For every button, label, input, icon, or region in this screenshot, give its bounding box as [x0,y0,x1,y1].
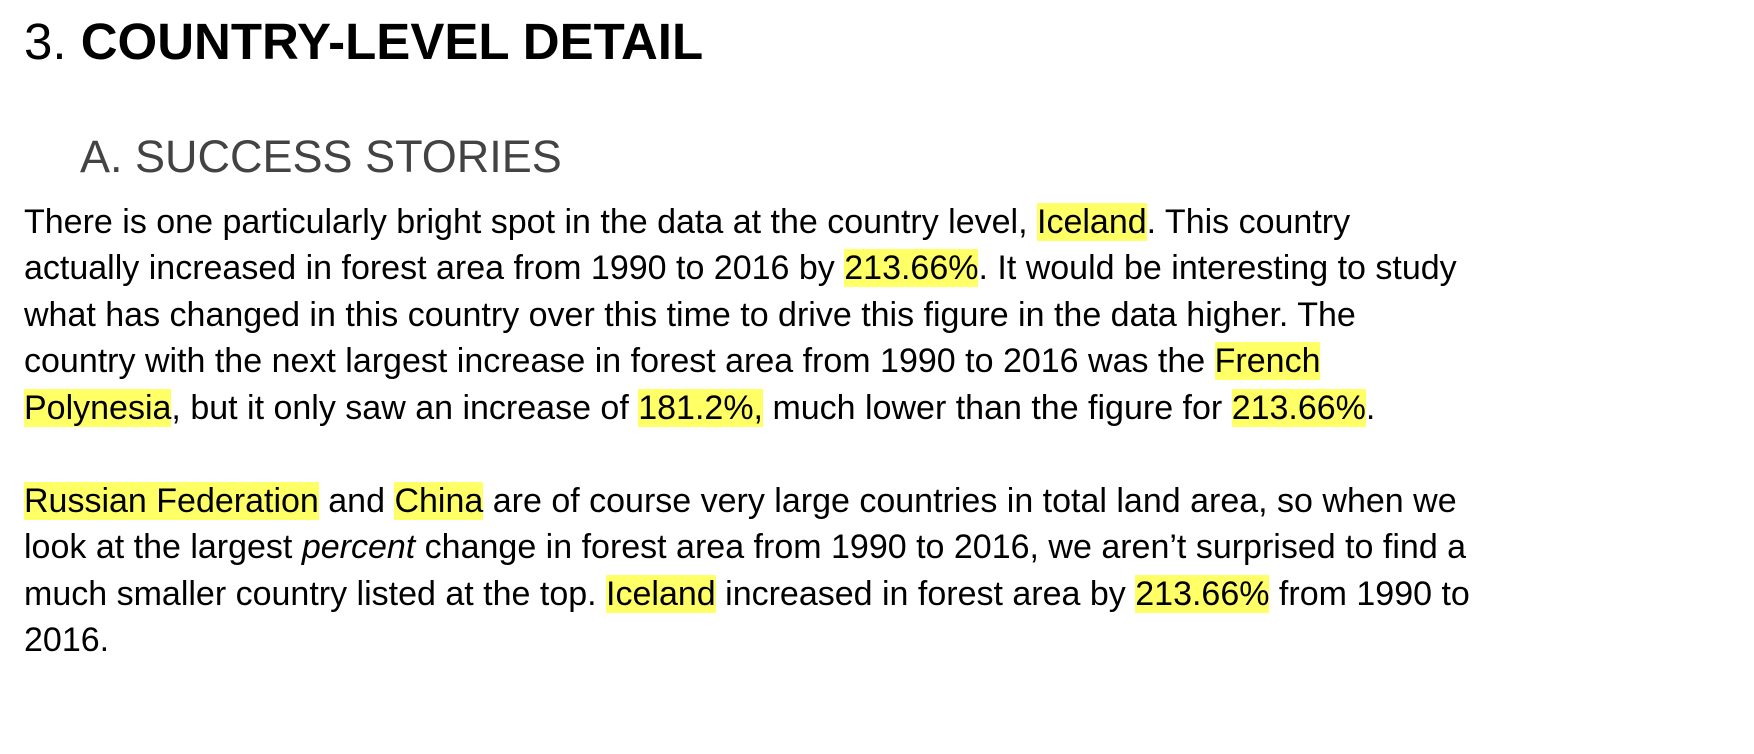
highlighted-text: Iceland [1037,203,1147,241]
text-line: look at the largest percent change in fo… [24,524,1470,570]
paragraph-success-intro: There is one particularly bright spot in… [24,199,1457,431]
text-line: Russian Federation and China are of cour… [24,478,1470,524]
highlighted-text: 181.2%, [638,388,763,427]
section-heading: 3. COUNTRY-LEVEL DETAIL [24,10,703,74]
highlighted-text: 213.66% [844,249,979,288]
text-run: actually increased in forest area from 1… [24,249,845,288]
text-run: look at the largest [24,528,302,567]
text-run: . This country [1146,203,1351,241]
highlighted-text: French [1214,342,1321,381]
subsection-heading: A. SUCCESS STORIES [80,131,562,182]
text-line: actually increased in forest area from 1… [24,245,1457,291]
highlighted-text: 213.66% [1135,574,1270,613]
highlighted-text: 213.66% [1231,388,1366,427]
text-line: There is one particularly bright spot in… [24,199,1457,245]
section-number: 3. [24,13,67,70]
text-run: , but it only saw an increase of [171,388,639,427]
highlighted-text: Polynesia [24,388,172,427]
text-run: increased in forest area by [715,574,1136,613]
highlighted-text: China [394,482,484,520]
text-line: what has changed in this country over th… [24,295,1356,334]
highlighted-text: Iceland [606,574,716,613]
text-line: 2016. [24,621,110,660]
text-line: Polynesia, but it only saw an increase o… [24,385,1457,431]
text-run: much smaller country listed at the top. [24,574,607,613]
text-run: country with the next largest increase i… [24,342,1215,381]
text-run: are of course very large countries in to… [483,482,1457,520]
text-line: country with the next largest increase i… [24,338,1457,384]
text-line: much smaller country listed at the top. … [24,571,1470,617]
highlighted-text: Russian Federation [24,482,319,520]
text-run: change in forest area from 1990 to 2016,… [415,528,1467,567]
text-run: There is one particularly bright spot in… [24,203,1037,241]
text-run: much lower than the figure for [763,388,1232,427]
text-run: . [1365,388,1376,427]
text-run: and [318,482,395,520]
text-run: . It would be interesting to study [978,249,1457,288]
emphasized-text: percent [301,528,416,567]
text-run: from 1990 to [1269,574,1470,613]
paragraph-percent-change: Russian Federation and China are of cour… [24,478,1470,664]
section-title: COUNTRY-LEVEL DETAIL [80,13,704,70]
